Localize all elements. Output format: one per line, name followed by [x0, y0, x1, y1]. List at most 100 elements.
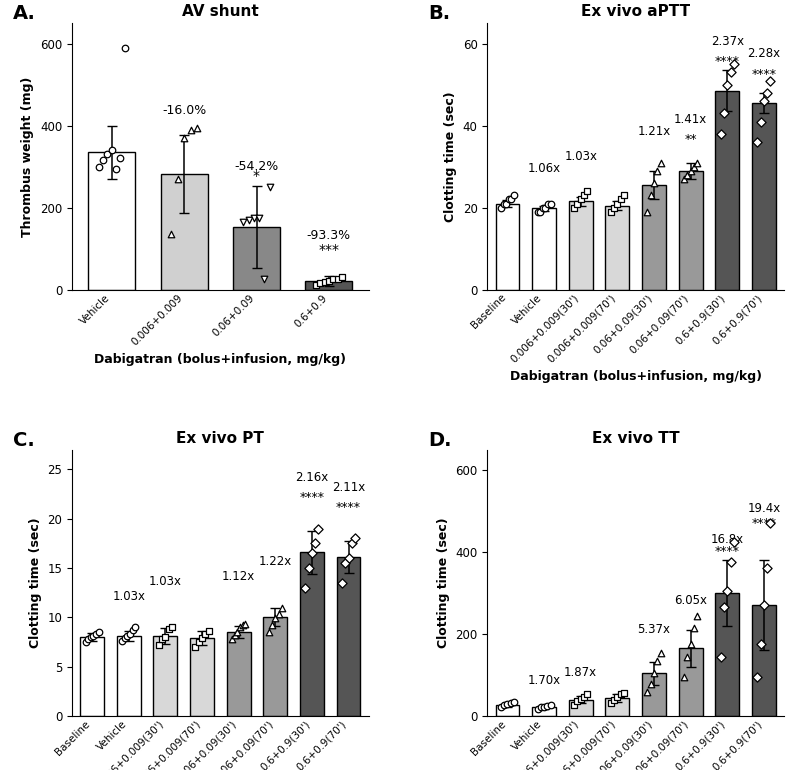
- Point: [611, 197, 624, 209]
- Bar: [337, 557, 361, 716]
- Point: [90, 628, 102, 641]
- Point: [184, 123, 197, 136]
- Text: 2.37x: 2.37x: [710, 35, 744, 48]
- Text: ****: ****: [751, 517, 776, 530]
- Bar: [190, 638, 214, 716]
- Point: [531, 206, 544, 218]
- Point: [678, 671, 690, 683]
- Point: [714, 128, 727, 140]
- Point: [190, 122, 203, 134]
- Point: [349, 532, 362, 544]
- Point: [202, 625, 215, 638]
- Text: 5.37x: 5.37x: [638, 623, 670, 636]
- Point: [754, 638, 767, 651]
- Bar: [154, 636, 178, 716]
- Text: 1.21x: 1.21x: [638, 125, 670, 138]
- Point: [494, 701, 507, 713]
- Text: ***: ***: [318, 243, 339, 257]
- Point: [611, 691, 624, 704]
- Point: [106, 144, 118, 156]
- Point: [604, 206, 617, 218]
- Point: [578, 691, 590, 703]
- Point: [239, 618, 252, 631]
- Bar: [715, 593, 739, 716]
- Text: 1.87x: 1.87x: [564, 666, 598, 679]
- Point: [724, 556, 737, 568]
- Point: [727, 536, 740, 548]
- Point: [718, 601, 730, 614]
- Text: 1.03x: 1.03x: [564, 149, 598, 162]
- Point: [654, 646, 667, 658]
- Point: [544, 197, 557, 209]
- Bar: [495, 705, 519, 716]
- Point: [263, 181, 276, 193]
- Point: [118, 42, 131, 54]
- Point: [228, 629, 241, 641]
- Point: [574, 193, 587, 206]
- Title: Ex vivo TT: Ex vivo TT: [592, 430, 679, 446]
- Point: [306, 547, 318, 559]
- Point: [690, 156, 703, 169]
- Point: [242, 214, 255, 226]
- Text: ****: ****: [714, 545, 740, 558]
- Point: [275, 601, 288, 614]
- Point: [721, 585, 734, 598]
- Text: ****: ****: [751, 68, 776, 81]
- Point: [690, 610, 703, 622]
- Point: [309, 537, 322, 550]
- Point: [754, 116, 767, 128]
- Point: [178, 132, 190, 144]
- Bar: [606, 206, 630, 290]
- Title: Ex vivo aPTT: Ex vivo aPTT: [581, 4, 690, 19]
- X-axis label: Dabigatran (bolus+infusion, mg/kg): Dabigatran (bolus+infusion, mg/kg): [510, 370, 762, 383]
- Y-axis label: Clotting time (sec): Clotting time (sec): [444, 91, 457, 222]
- Point: [641, 206, 654, 218]
- Text: 16.8x: 16.8x: [710, 533, 744, 546]
- Point: [331, 273, 344, 285]
- Point: [536, 202, 549, 214]
- Point: [508, 696, 521, 708]
- Point: [758, 95, 770, 107]
- Bar: [642, 185, 666, 290]
- Point: [310, 279, 322, 291]
- Bar: [233, 227, 280, 290]
- Point: [571, 695, 584, 708]
- Point: [534, 701, 547, 714]
- Bar: [678, 648, 702, 716]
- Bar: [532, 707, 556, 716]
- Text: 1.70x: 1.70x: [527, 675, 561, 688]
- Point: [651, 165, 664, 177]
- Point: [764, 75, 777, 87]
- Point: [237, 216, 250, 228]
- Bar: [715, 91, 739, 290]
- Point: [581, 688, 594, 701]
- Text: 1.22x: 1.22x: [258, 555, 292, 568]
- Point: [318, 276, 331, 289]
- Point: [501, 698, 514, 711]
- Point: [101, 148, 114, 160]
- Point: [126, 624, 139, 636]
- Point: [327, 273, 340, 286]
- Text: 1.41x: 1.41x: [674, 112, 707, 126]
- Point: [269, 612, 282, 624]
- Bar: [306, 280, 352, 290]
- Point: [272, 608, 285, 621]
- Bar: [117, 636, 141, 716]
- Text: ****: ****: [336, 500, 361, 514]
- Bar: [532, 209, 556, 290]
- Point: [764, 517, 777, 530]
- Point: [335, 271, 348, 283]
- Point: [339, 557, 352, 569]
- Point: [92, 626, 105, 638]
- Point: [192, 636, 205, 648]
- Bar: [80, 637, 104, 716]
- Point: [678, 172, 690, 185]
- Point: [87, 630, 100, 642]
- Point: [578, 189, 590, 202]
- Point: [651, 654, 664, 667]
- Point: [129, 621, 142, 634]
- Text: A.: A.: [13, 5, 35, 23]
- Point: [116, 635, 129, 648]
- Point: [654, 156, 667, 169]
- Point: [498, 699, 510, 711]
